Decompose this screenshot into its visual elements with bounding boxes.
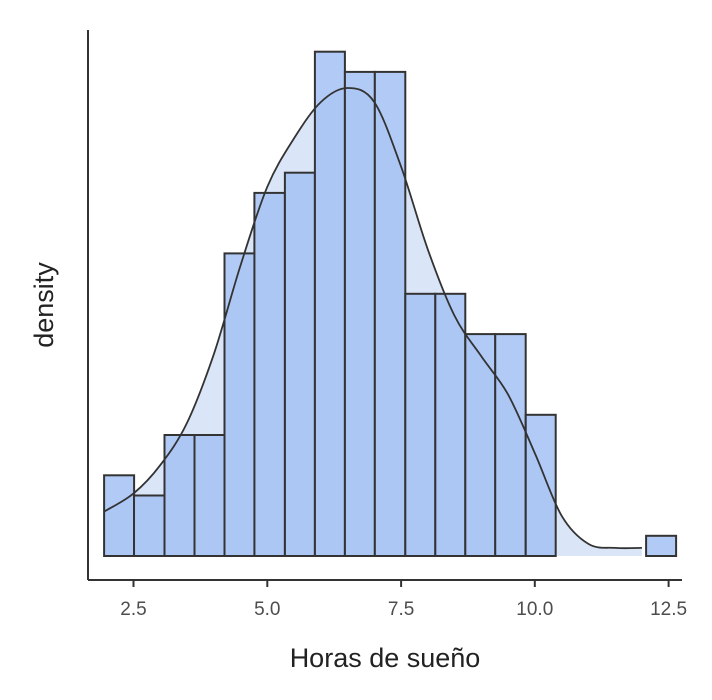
- histogram-bar-13: [494, 333, 527, 557]
- histogram-bar-11: [434, 292, 467, 557]
- histogram-bar-7: [313, 50, 346, 557]
- density-line-layer: [103, 87, 642, 550]
- x-tick-label: 12.5: [650, 599, 687, 620]
- axes-layer: [87, 30, 682, 581]
- histogram-bar-3: [193, 434, 226, 557]
- density-line: [103, 87, 642, 550]
- x-tick-label: 10.0: [516, 599, 553, 620]
- histogram-bar-18: [645, 534, 678, 557]
- x-ticks-layer: 2.5 5.0 7.5 10.0 12.5: [120, 580, 687, 620]
- histogram-bar-9: [373, 70, 407, 558]
- histogram-bar-0: [103, 474, 136, 557]
- histogram-bar-14: [524, 413, 557, 557]
- y-axis-title: density: [29, 262, 59, 348]
- histogram-bar-4: [223, 252, 256, 557]
- x-tick-label: 7.5: [388, 599, 414, 620]
- histogram-bar-12: [464, 333, 497, 557]
- histogram-bar-10: [404, 292, 437, 557]
- histogram-bar-8: [343, 70, 376, 558]
- x-axis-title: Horas de sueño: [290, 643, 481, 673]
- x-tick-label: 5.0: [254, 599, 280, 620]
- histogram-bar-1: [133, 494, 166, 557]
- bars-layer: [103, 50, 678, 558]
- histogram-bar-5: [253, 191, 286, 557]
- histogram-bar-6: [283, 171, 316, 557]
- x-tick-label: 2.5: [120, 599, 146, 620]
